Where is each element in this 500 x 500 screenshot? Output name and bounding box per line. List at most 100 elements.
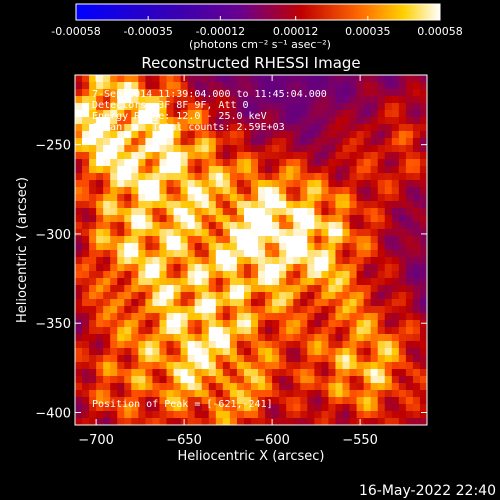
heatmap-cell	[166, 124, 174, 132]
heatmap-cell	[82, 390, 90, 398]
heatmap-cell	[180, 411, 189, 419]
heatmap-cell	[166, 285, 174, 293]
heatmap-cell	[110, 201, 118, 209]
heatmap-cell	[398, 82, 407, 90]
heatmap-cell	[194, 320, 203, 328]
heatmap-cell	[328, 390, 336, 398]
heatmap-cell	[405, 117, 414, 125]
heatmap-cell	[138, 194, 146, 202]
heatmap-cell	[82, 103, 90, 111]
heatmap-cell	[419, 215, 428, 223]
heatmap-cell	[363, 362, 372, 370]
heatmap-cell	[208, 152, 217, 160]
heatmap-cell	[300, 208, 308, 216]
heatmap-cell	[194, 341, 203, 349]
heatmap-cell	[258, 320, 266, 328]
heatmap-cell	[152, 390, 160, 398]
heatmap-cell	[124, 82, 132, 90]
heatmap-cell	[166, 82, 174, 90]
heatmap-cell	[201, 397, 210, 405]
heatmap-cell	[286, 201, 294, 209]
heatmap-cell	[187, 411, 196, 419]
heatmap-cell	[300, 194, 308, 202]
heatmap-cell	[335, 75, 343, 83]
heatmap-cell	[279, 369, 287, 377]
heatmap-cell	[398, 355, 407, 363]
heatmap-cell	[75, 404, 83, 412]
heatmap-cell	[363, 320, 372, 328]
heatmap-cell	[398, 75, 407, 83]
heatmap-cell	[138, 257, 146, 265]
heatmap-cell	[419, 194, 428, 202]
heatmap-cell	[384, 82, 393, 90]
heatmap-cell	[286, 110, 294, 118]
heatmap-cell	[117, 152, 125, 160]
heatmap-cell	[208, 180, 217, 188]
heatmap-cell	[419, 306, 428, 314]
heatmap-cell	[391, 327, 400, 335]
heatmap-cell	[194, 194, 203, 202]
heatmap-cell	[159, 306, 167, 314]
heatmap-cell	[377, 348, 386, 356]
heatmap-cell	[384, 348, 393, 356]
heatmap-cell	[187, 376, 196, 384]
heatmap-cell	[117, 341, 125, 349]
heatmap-cell	[131, 411, 139, 419]
heatmap-cell	[300, 418, 308, 426]
heatmap-cell	[82, 117, 90, 125]
heatmap-cell	[117, 299, 125, 307]
heatmap-cell	[363, 131, 372, 139]
heatmap-cell	[286, 397, 294, 405]
heatmap-cell	[356, 334, 365, 342]
heatmap-cell	[349, 383, 357, 391]
heatmap-cell	[328, 138, 336, 146]
heatmap-cell	[82, 215, 90, 223]
heatmap-cell	[279, 376, 287, 384]
heatmap-cell	[159, 208, 167, 216]
heatmap-cell	[103, 229, 111, 237]
heatmap-cell	[222, 131, 231, 139]
heatmap-cell	[335, 369, 343, 377]
heatmap-cell	[377, 397, 386, 405]
heatmap-cell	[208, 131, 217, 139]
heatmap-cell	[349, 306, 357, 314]
heatmap-cell	[363, 103, 372, 111]
heatmap-cell	[405, 131, 414, 139]
heatmap-cell	[272, 320, 280, 328]
heatmap-cell	[243, 96, 252, 104]
heatmap-cell	[328, 173, 336, 181]
heatmap-cell	[412, 250, 421, 258]
x-tick-label: −600	[254, 433, 290, 448]
heatmap-cell	[222, 250, 231, 258]
heatmap-cell	[412, 411, 421, 419]
heatmap-cell	[286, 173, 294, 181]
heatmap-cell	[335, 334, 343, 342]
heatmap-cell	[349, 110, 357, 118]
heatmap-cell	[173, 334, 181, 342]
heatmap-cell	[391, 103, 400, 111]
heatmap-cell	[208, 159, 217, 167]
heatmap-cell	[391, 278, 400, 286]
heatmap-cell	[279, 411, 287, 419]
heatmap-cell	[293, 215, 301, 223]
heatmap-cell	[124, 278, 132, 286]
heatmap-cell	[377, 355, 386, 363]
heatmap-cell	[279, 145, 287, 153]
heatmap-cell	[194, 257, 203, 265]
heatmap-cell	[243, 166, 252, 174]
heatmap-cell	[377, 124, 386, 132]
heatmap-cell	[328, 250, 336, 258]
heatmap-cell	[159, 292, 167, 300]
heatmap-cell	[124, 229, 132, 237]
heatmap-cell	[349, 187, 357, 195]
heatmap-cell	[222, 278, 231, 286]
heatmap-cell	[194, 362, 203, 370]
heatmap-cell	[82, 124, 90, 132]
heatmap-cell	[356, 348, 365, 356]
heatmap-cell	[356, 390, 365, 398]
heatmap-cell	[215, 229, 224, 237]
heatmap-cell	[208, 313, 217, 321]
heatmap-cell	[356, 110, 365, 118]
heatmap-cell	[208, 320, 217, 328]
